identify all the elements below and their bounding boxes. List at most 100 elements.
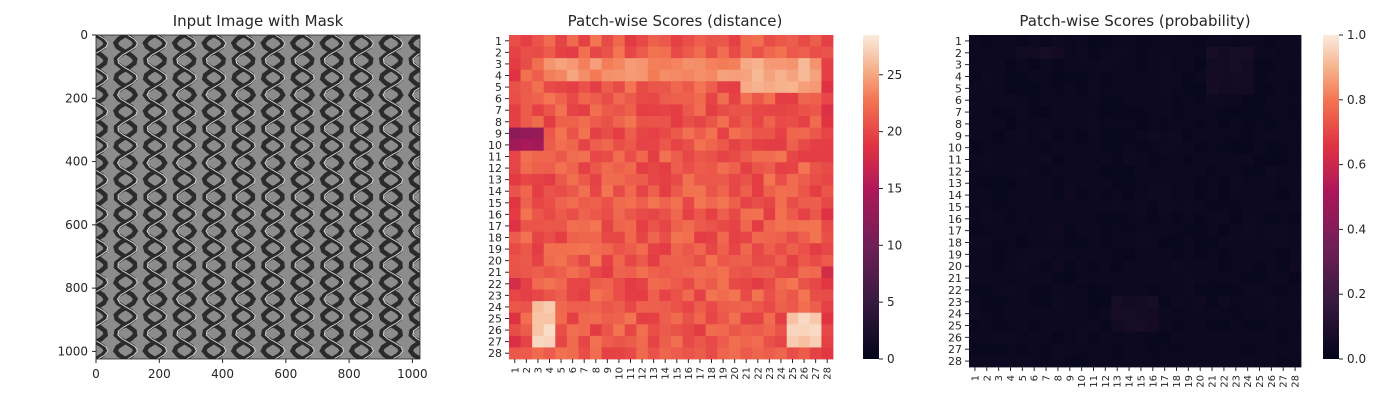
heatmap-cell (1099, 189, 1112, 202)
heatmap-cell (1229, 129, 1243, 143)
panel3-title: Patch-wise Scores (probability) (1019, 12, 1250, 30)
heatmap-cell (671, 139, 683, 152)
heatmap-cell (636, 347, 649, 360)
col-tick-label: 24 (776, 367, 787, 380)
heatmap-cell (1146, 236, 1160, 249)
heatmap-cell (1218, 82, 1231, 95)
heatmap-cell (694, 58, 707, 71)
heatmap-cell (980, 46, 994, 60)
heatmap-cell (1028, 284, 1041, 297)
heatmap-cell (509, 92, 521, 105)
heatmap-cell (1218, 46, 1231, 60)
heatmap-cell (1182, 355, 1195, 368)
heatmap-cell (809, 116, 822, 128)
heatmap-cell (1052, 94, 1065, 107)
heatmap-cell (1206, 295, 1219, 309)
heatmap-cell (1289, 58, 1302, 71)
heatmap-cell (682, 220, 695, 233)
heatmap-cell (980, 58, 994, 71)
heatmap-cell (1016, 177, 1029, 190)
heatmap-cell (590, 104, 602, 117)
heatmap-cell (682, 324, 695, 337)
heatmap-cell (1040, 284, 1053, 297)
heatmap-cell (1087, 260, 1100, 273)
heatmap-cell (717, 139, 730, 152)
heatmap-cell (1016, 153, 1029, 166)
heatmap-cell (1218, 319, 1231, 332)
heatmap-cell (624, 243, 637, 256)
heatmap-cell (671, 324, 683, 337)
col-tick-label: 17 (1160, 375, 1171, 388)
heatmap-cell (752, 301, 764, 314)
heatmap-cell (509, 243, 521, 256)
heatmap-cell (798, 139, 811, 152)
col-tick-label: 27 (811, 367, 822, 380)
heatmap-cell (532, 116, 545, 128)
heatmap-cell (647, 173, 660, 186)
heatmap-cell (1241, 331, 1254, 344)
heatmap-cell (821, 254, 834, 267)
mesh-highlight (382, 35, 404, 359)
heatmap-cell (1182, 94, 1195, 107)
heatmap-cell (728, 127, 741, 140)
heatmap-cell (1135, 260, 1148, 273)
heatmap-cell (992, 224, 1005, 237)
heatmap-cell (1028, 295, 1041, 309)
heatmap-cell (1265, 284, 1278, 297)
heatmap-cell (566, 278, 579, 290)
heatmap-cell (613, 278, 626, 290)
heatmap-cell (717, 35, 730, 47)
heatmap-cell (786, 335, 799, 348)
heatmap-cell (1194, 177, 1207, 190)
heatmap-cell (1206, 177, 1219, 190)
heatmap-cell (1241, 307, 1254, 320)
heatmap-cell (1075, 70, 1088, 83)
heatmap-cell (1194, 272, 1207, 285)
row-tick-label: 17 (948, 225, 962, 238)
heatmap-cell (1087, 165, 1100, 178)
heatmap-cell (1040, 212, 1053, 226)
heatmap-cell (1052, 236, 1065, 249)
distance-heatmap (509, 35, 834, 360)
mesh-highlight (205, 35, 227, 359)
heatmap-cell (1218, 165, 1231, 178)
heatmap-cell (1277, 46, 1290, 60)
heatmap-cell (717, 243, 730, 256)
heatmap-cell (1241, 35, 1254, 48)
row-tick-label: 6 (955, 94, 962, 107)
heatmap-cell (1241, 118, 1254, 131)
heatmap-cell (509, 208, 521, 221)
heatmap-cell (1040, 94, 1053, 107)
colorbar-tick-label: 25 (887, 68, 902, 82)
heatmap-cell (590, 92, 602, 105)
heatmap-cell (671, 58, 683, 71)
heatmap-cell (613, 139, 626, 152)
heatmap-cell (694, 46, 707, 59)
heatmap-cell (520, 81, 533, 94)
heatmap-cell (1123, 153, 1136, 166)
heatmap-cell (1289, 129, 1302, 143)
heatmap-cell (1182, 295, 1195, 309)
heatmap-cell (1277, 118, 1290, 131)
heatmap-cell (1241, 58, 1254, 71)
heatmap-cell (740, 347, 753, 360)
heatmap-cell (647, 162, 660, 175)
heatmap-cell (555, 197, 568, 209)
heatmap-cell (543, 150, 556, 163)
heatmap-cell (613, 254, 626, 267)
heatmap-cell (798, 104, 811, 117)
heatmap-cell (1206, 284, 1219, 297)
heatmap-cell (555, 289, 568, 302)
heatmap-cell (1087, 189, 1100, 202)
heatmap-cell (1277, 201, 1290, 214)
heatmap-cell (1182, 284, 1195, 297)
heatmap-cell (705, 289, 718, 302)
heatmap-cell (1075, 129, 1088, 143)
heatmap-cell (740, 197, 753, 209)
heatmap-cell (705, 243, 718, 256)
heatmap-cell (1241, 82, 1254, 95)
heatmap-cell (1229, 201, 1243, 214)
heatmap-cell (1229, 295, 1243, 309)
heatmap-cell (555, 243, 568, 256)
heatmap-cell (705, 220, 718, 233)
